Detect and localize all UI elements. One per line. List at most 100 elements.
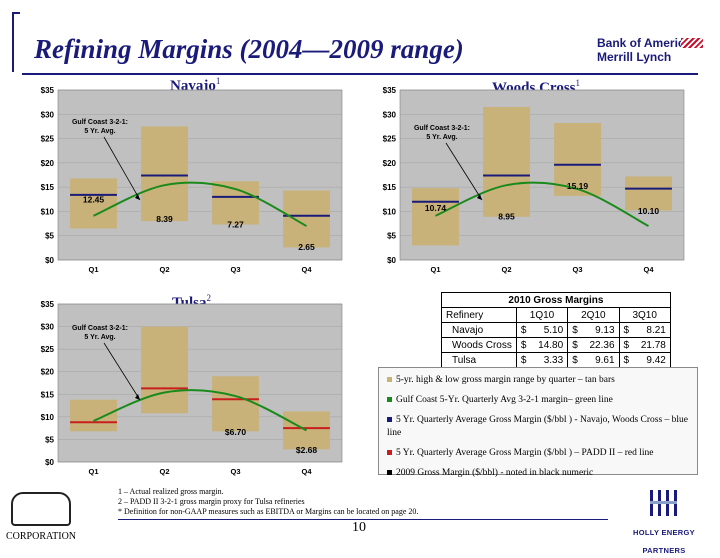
range-bar (554, 123, 601, 196)
table-header-1q10: 1Q10 (515, 307, 569, 323)
cell-value: 8.21 (646, 324, 666, 336)
legend-item: Gulf Coast 5-Yr. Quarterly Avg 3-2-1 mar… (387, 394, 689, 407)
y-tick-label: $25 (383, 135, 397, 144)
title-rule (22, 73, 698, 75)
y-tick-label: $35 (383, 86, 397, 95)
y-tick-label: $5 (387, 232, 396, 241)
cell-value: 9.13 (595, 324, 615, 336)
tulsa-chart: $0 $5 $10 $15 $20 $25 $30 $35 $6.70 $2.68 Q1 Q2 Q3 Q4… (41, 300, 343, 476)
y-tick-label: $10 (41, 413, 55, 422)
tulsa-title-sup: 2 (206, 293, 211, 303)
y-tick-label: $35 (41, 300, 55, 309)
y-tick-label: $10 (383, 207, 397, 216)
y-tick-label: $0 (45, 256, 54, 265)
navajo-chart: $0 $5 $10 $15 $20 $25 $30 $35 12.45 8.39 7.27 2.65 Q… (41, 86, 343, 274)
legend-text: Gulf Coast 5-Yr. Quarterly Avg 3-2-1 mar… (396, 395, 613, 405)
title-bracket (12, 12, 20, 72)
x-tick-label: Q4 (301, 265, 312, 274)
currency-symbol: $ (623, 324, 630, 336)
y-tick-label: $20 (383, 159, 397, 168)
data-label: $2.68 (296, 445, 318, 455)
currency-symbol: $ (623, 339, 630, 351)
row-cell: $ 14.80 (515, 337, 569, 353)
cell-value: 9.61 (595, 354, 615, 366)
y-tick-label: $5 (45, 435, 54, 444)
row-cell: $ 9.42 (618, 352, 671, 368)
gc-annotation-line-1: Gulf Coast 3-2-1: (414, 125, 470, 132)
currency-symbol: $ (623, 354, 630, 366)
row-cell: $ 8.21 (618, 322, 671, 338)
table-header-2q10: 2Q10 (567, 307, 620, 323)
cell-value: 21.78 (640, 339, 666, 351)
x-tick-label: Q4 (301, 467, 312, 476)
x-tick-label: Q3 (230, 265, 240, 274)
legend-text: 5 Yr. Quarterly Average Gross Margin ($/… (387, 415, 689, 438)
range-bar (141, 326, 188, 414)
y-tick-label: $0 (387, 256, 396, 265)
row-name: Woods Cross (441, 337, 517, 353)
cell-value: 3.33 (543, 354, 564, 366)
legend: 5-yr. high & low gross margin range by q… (378, 367, 698, 478)
y-tick-label: $0 (45, 458, 54, 467)
y-tick-label: $10 (41, 207, 55, 216)
range-bar (212, 181, 259, 225)
row-name: Tulsa (441, 352, 517, 368)
y-tick-label: $30 (41, 110, 55, 119)
woods-cross-chart: $0 $5 $10 $15 $20 $25 $30 $35 10.74 8.95 15.19 10.1… (383, 86, 685, 274)
flag-icon (681, 38, 703, 48)
row-cell: $ 22.36 (567, 337, 620, 353)
cell-value: 14.80 (538, 339, 564, 351)
cell-value: 22.36 (589, 339, 615, 351)
x-tick-label: Q3 (230, 467, 240, 476)
row-name: Navajo (441, 322, 517, 338)
cell-value: 9.42 (646, 354, 666, 366)
currency-symbol: $ (520, 324, 527, 336)
woods-cross-title-sup: 1 (575, 78, 581, 88)
table-header-refinery: Refinery (441, 307, 517, 323)
footnote-2: 2 – PADD II 3-2-1 gross margin proxy for… (118, 497, 305, 506)
gulf-coast-line (93, 389, 307, 432)
data-label: 8.39 (156, 214, 173, 224)
plot-frame (57, 303, 343, 463)
currency-symbol: $ (520, 354, 527, 366)
holly-corp-text: CORPORATION (6, 531, 77, 542)
arrow-head-icon (135, 194, 140, 200)
currency-symbol: $ (572, 354, 578, 366)
legend-text: 2009 Gross Margin ($/bbl) - noted in bla… (396, 468, 594, 478)
legend-swatch (387, 397, 392, 403)
legend-item: 5 Yr. Quarterly Average Gross Margin ($/… (387, 414, 689, 440)
range-bar (212, 376, 259, 432)
plot-frame (399, 89, 685, 261)
legend-swatch (387, 377, 392, 383)
footnote-1: 1 – Actual realized gross margin. (118, 487, 224, 496)
currency-symbol: $ (572, 339, 578, 351)
legend-swatch (387, 417, 392, 423)
range-bar (483, 107, 530, 217)
row-cell: $ 21.78 (618, 337, 671, 353)
range-bar (70, 178, 117, 229)
data-label: 15.19 (567, 181, 589, 191)
holly-energy-partners-logo: HOLLY ENERGY PARTNERS (612, 488, 716, 558)
x-tick-label: Q4 (643, 265, 654, 274)
x-tick-label: Q1 (430, 265, 440, 274)
gulf-coast-line (435, 181, 649, 227)
y-tick-label: $15 (41, 390, 55, 399)
holly-emblem (11, 492, 71, 526)
y-tick-label: $15 (41, 183, 55, 192)
range-bar (283, 190, 330, 248)
table-header-3q10: 3Q10 (618, 307, 671, 323)
hep-icon (650, 490, 677, 516)
y-tick-label: $30 (41, 323, 55, 332)
data-label: 12.45 (83, 195, 105, 205)
x-tick-label: Q3 (572, 265, 582, 274)
table-caption: 2010 Gross Margins (441, 292, 671, 308)
currency-symbol: $ (520, 339, 527, 351)
legend-item: 5 Yr. Quarterly Average Gross Margin ($/… (387, 447, 689, 460)
row-cell: $ 9.13 (567, 322, 620, 338)
legend-item: 2009 Gross Margin ($/bbl) - noted in bla… (387, 467, 689, 480)
gc-annotation-line-2: 5 Yr. Avg. (84, 334, 115, 341)
legend-swatch (387, 450, 392, 456)
row-cell: $ 3.33 (515, 352, 569, 368)
table-row: Tulsa $ 3.33 $ 9.61 $ 9.42 (441, 352, 671, 368)
range-bar (141, 126, 188, 222)
